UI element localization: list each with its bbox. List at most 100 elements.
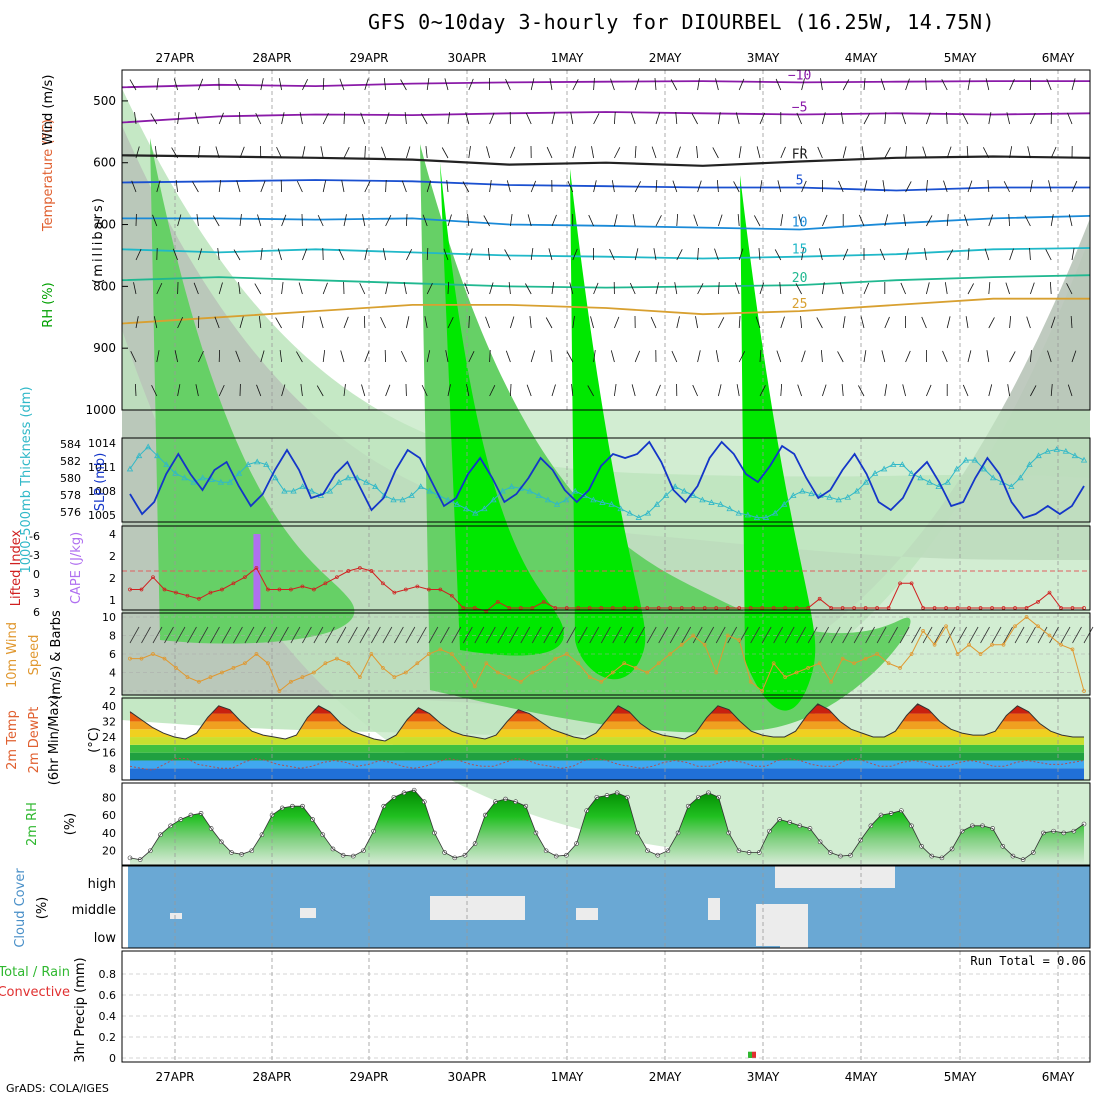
wind-barb [655,180,658,193]
rh-core-wet [570,168,646,680]
wind-barb [1045,249,1052,261]
wind-barb [548,248,553,261]
wind-barb [1071,78,1076,91]
lifted-index-marker [1047,590,1052,595]
wind-barb [451,626,462,644]
wind-barb [322,113,329,125]
lifted-index-tick-label: -3 [29,549,40,562]
wind-barb [967,350,972,363]
wind-speed-marker [1024,615,1029,619]
wind-barb [1024,215,1031,227]
wind-barb [1050,214,1054,227]
thickness-marker [126,465,134,472]
wind-barb [1026,316,1031,329]
wind-barb [822,282,825,295]
temperature-contour [121,247,1091,260]
wind-barb [485,316,490,329]
thickness-marker [408,492,415,498]
wind-barb [801,78,805,91]
wind-tick-label: 8 [109,630,116,643]
wind-barb [489,282,494,295]
wind-barb [946,214,949,227]
precip-tick-label: 0.8 [99,968,117,981]
wind-barb [718,317,725,329]
wind-barb [258,316,262,329]
date-label-top: 27APR [155,51,194,65]
wind-barb [320,146,324,159]
wind-barb [382,626,393,644]
thickness-marker [490,496,497,503]
wind-barb [880,78,886,91]
temperature-contour [121,154,1091,167]
wind-barb [489,385,496,397]
wind-barb [774,249,782,261]
wind-barb [861,146,865,159]
cloud-block [300,908,316,918]
wind-barb [156,78,159,91]
wind-barb [820,350,823,363]
wind-barb [1048,180,1052,193]
wind-barb [807,626,818,644]
wind-barb [403,282,407,295]
wind-barb [302,79,309,91]
temperature-contour-label: 25 [792,297,808,312]
wind-barb [777,180,782,193]
wind-barb [129,626,140,644]
wind-barb [922,626,933,644]
wind-barb [406,213,408,227]
wind-barb [566,351,574,363]
wind-barb [198,78,204,91]
date-label-top: 6MAY [1042,51,1075,65]
slp-tick-label: 1014 [88,437,116,450]
wind-barb [957,626,967,644]
wind-barb [759,385,766,397]
wind-barb [863,282,870,295]
wind-barb [658,626,669,644]
wind-speed-marker [564,652,569,656]
wind-barb [530,350,536,363]
wind-barb [986,350,990,363]
wind-barb [634,248,639,261]
wind-barb [319,316,324,329]
wind-barb [881,350,886,363]
wind-speed-marker [702,642,707,647]
wind-speed-marker [691,633,696,638]
wind-barb [489,180,492,193]
wind-barb [483,215,490,227]
wind-tick-label: 2 [109,685,116,698]
pressure-tick-label: 900 [93,341,116,355]
wind-barb [676,146,681,159]
lifted-index-marker [817,596,822,601]
slp-axis-title: SLP (mb) [93,453,108,512]
wind-barb [925,78,927,91]
wind-barb [339,78,345,91]
wind-barb [718,282,720,295]
wind-speed-marker [335,656,339,661]
cape-bar [253,534,261,610]
wind-barb [942,350,948,363]
wind-barb [840,112,844,125]
wind-barb [750,626,761,644]
wind-barb [901,112,906,125]
wind-barb [131,180,137,193]
wind-barb [508,626,519,644]
wind-barb [256,384,262,397]
dewpoint-line [129,757,1085,771]
wind-barb [963,214,969,227]
wind-barb [1071,180,1078,193]
wind-barb [991,626,1002,644]
wind-barb [322,77,325,91]
wind-barb [485,626,496,644]
wind-barb [842,146,847,159]
wind-speed-marker [817,661,822,666]
temperature-axis-title-2: 2m DewPt [27,707,42,774]
wind-barb [593,180,597,193]
rh-tick-label: 60 [102,809,116,822]
wind-barb [697,78,700,91]
wind-barb [1003,626,1013,644]
wind-barb [842,316,846,329]
wind-barb [696,146,698,159]
wind-barb [238,282,241,295]
wind-speed-marker [346,661,351,666]
wind-barb [486,146,490,159]
